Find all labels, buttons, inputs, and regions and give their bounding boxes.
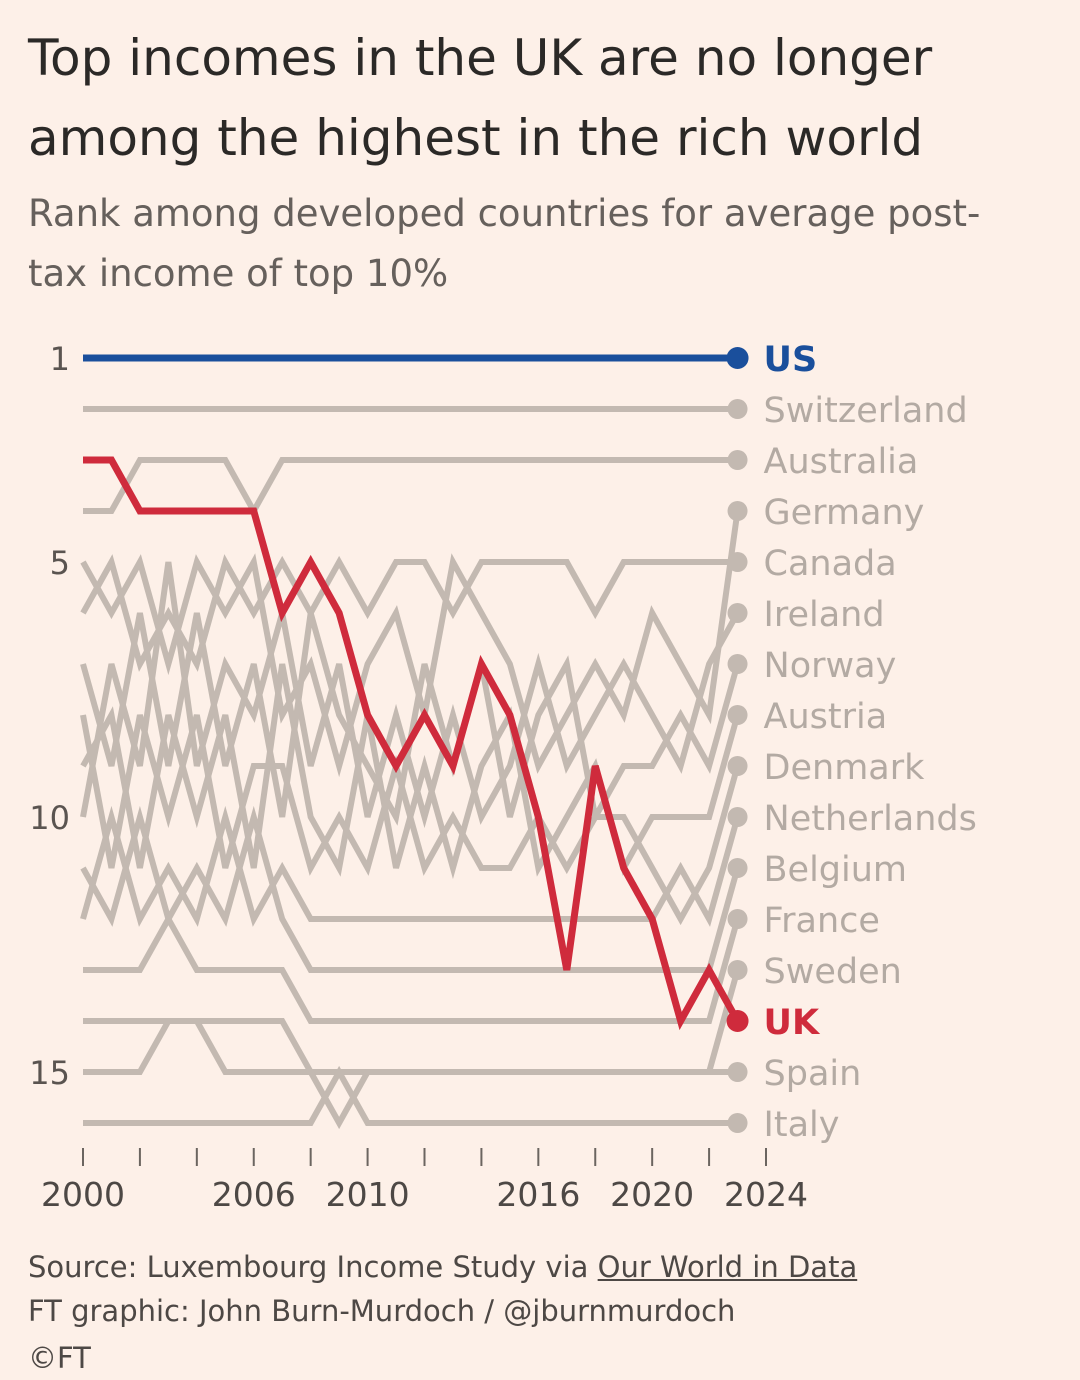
series-labels: Switzerland Australia Germany Canada Ireland… bbox=[764, 340, 977, 1145]
series-line-france bbox=[83, 912, 741, 1024]
end-dot-spain bbox=[727, 1062, 748, 1082]
series-line-australia bbox=[83, 457, 738, 518]
end-dots bbox=[726, 347, 749, 1133]
end-dot-denmark bbox=[727, 756, 748, 776]
source-prefix: Source: Luxembourg Income Study via bbox=[28, 1250, 598, 1284]
y-tick-label: 1 bbox=[50, 340, 70, 378]
x-tick-label: 2020 bbox=[610, 1175, 694, 1214]
series-label-denmark: Denmark bbox=[764, 748, 926, 788]
x-tick-label: 2006 bbox=[212, 1175, 296, 1214]
source-link[interactable]: Our World in Data bbox=[597, 1250, 858, 1284]
x-tick-label: 2010 bbox=[326, 1175, 410, 1214]
series-label-germany: Germany bbox=[764, 493, 925, 533]
x-axis: 2000 2006 2010 2016 2020 2024 bbox=[41, 1148, 808, 1214]
series-label-canada: Canada bbox=[764, 544, 897, 584]
series-line-netherlands bbox=[80, 805, 741, 927]
series-label-uk: UK bbox=[764, 1003, 821, 1043]
series-line-belgium bbox=[80, 805, 741, 973]
x-tick-label: 2016 bbox=[496, 1175, 580, 1214]
end-dot-sweden bbox=[727, 960, 748, 980]
y-tick-label: 15 bbox=[29, 1054, 70, 1092]
series-line-denmark bbox=[80, 714, 741, 926]
series-line-canada bbox=[80, 554, 738, 672]
series-line-spain bbox=[83, 1018, 738, 1130]
series-label-spain: Spain bbox=[764, 1054, 862, 1094]
series-line-uk bbox=[83, 456, 741, 1031]
series-label-france: France bbox=[764, 901, 880, 941]
series-label-belgium: Belgium bbox=[764, 850, 908, 890]
end-dot-us bbox=[726, 347, 749, 369]
series-label-italy: Italy bbox=[764, 1105, 840, 1145]
end-dot-canada bbox=[727, 552, 748, 572]
highlight-series-lines bbox=[83, 354, 741, 1031]
y-tick-label: 10 bbox=[29, 799, 70, 837]
series-label-norway: Norway bbox=[764, 646, 897, 686]
end-dot-belgium bbox=[727, 858, 748, 878]
end-dot-uk bbox=[726, 1010, 749, 1032]
end-dot-germany bbox=[727, 501, 748, 521]
gray-series-lines bbox=[80, 406, 741, 1130]
chart-subtitle: Rank among developed countries for avera… bbox=[28, 192, 981, 295]
end-dot-italy bbox=[727, 1113, 748, 1133]
series-label-sweden: Sweden bbox=[764, 952, 902, 992]
end-dot-austria bbox=[727, 705, 748, 725]
end-dot-netherlands bbox=[727, 807, 748, 827]
series-label-switzerland: Switzerland bbox=[764, 391, 968, 431]
series-label-us: US bbox=[764, 340, 818, 380]
series-label-ireland: Ireland bbox=[764, 595, 885, 635]
copyright-note: ©FT bbox=[28, 1341, 91, 1375]
x-tick-label: 2024 bbox=[724, 1175, 808, 1214]
series-label-australia: Australia bbox=[764, 442, 919, 482]
end-dot-france bbox=[727, 909, 748, 929]
source-note: Source: Luxembourg Income Study via Our … bbox=[28, 1245, 857, 1289]
series-label-netherlands: Netherlands bbox=[764, 799, 977, 839]
y-tick-label: 5 bbox=[50, 544, 70, 582]
graphic-credit: FT graphic: John Burn-Murdoch / @jburnmu… bbox=[28, 1294, 736, 1328]
series-line-germany bbox=[80, 510, 741, 778]
chart-title: Top incomes in the UK are no longer amon… bbox=[28, 29, 933, 167]
end-dot-australia bbox=[727, 450, 748, 470]
end-dot-ireland bbox=[727, 603, 748, 623]
end-dot-norway bbox=[727, 654, 748, 674]
series-label-austria: Austria bbox=[764, 697, 888, 737]
end-dot-switzerland bbox=[727, 399, 748, 419]
series-line-italy bbox=[83, 1065, 738, 1126]
x-tick-label: 2000 bbox=[41, 1175, 125, 1214]
